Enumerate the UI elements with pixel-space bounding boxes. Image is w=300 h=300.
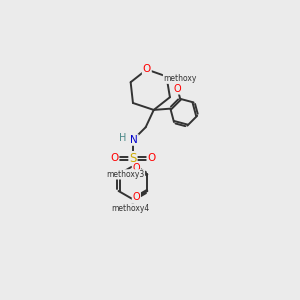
Text: methoxy: methoxy (164, 74, 197, 83)
Text: O: O (133, 163, 140, 173)
Text: O: O (174, 84, 181, 94)
Text: methoxy3: methoxy3 (106, 170, 145, 179)
Text: methoxy4: methoxy4 (111, 204, 149, 213)
Text: O: O (147, 153, 156, 164)
Text: O: O (110, 153, 118, 164)
Text: N: N (130, 135, 138, 145)
Text: S: S (129, 152, 137, 165)
Text: H: H (119, 133, 126, 143)
Text: O: O (143, 64, 151, 74)
Text: O: O (133, 192, 140, 203)
